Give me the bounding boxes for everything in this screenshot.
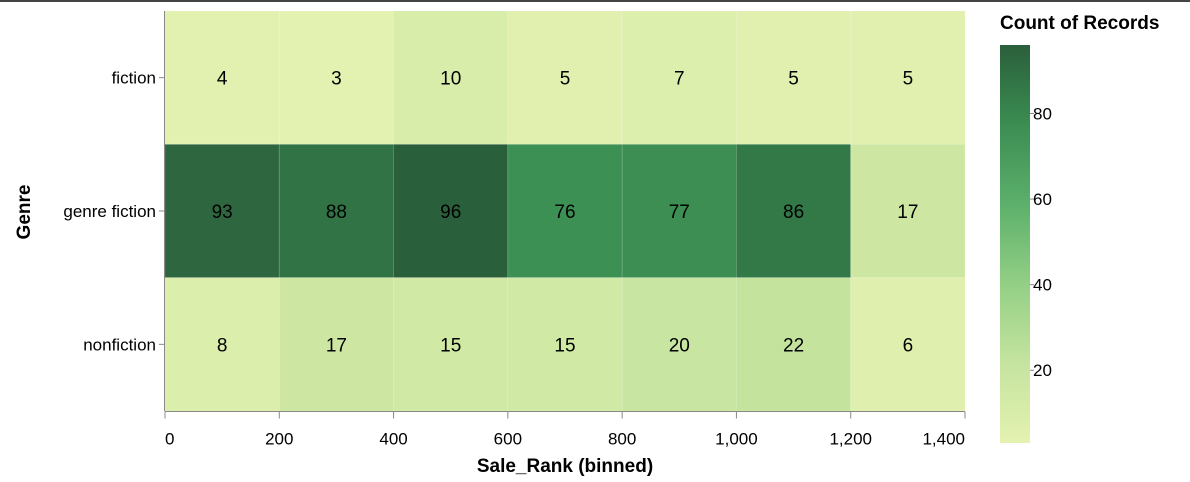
legend-tick-label: 80 (1033, 104, 1052, 123)
cell-value-label: 5 (560, 69, 571, 90)
heatmap-cell (850, 277, 966, 412)
cell-value-label: 4 (217, 69, 228, 90)
legend-title: Count of Records (1000, 13, 1159, 34)
heatmap-cell (850, 143, 966, 279)
y-tick-label: genre fiction (63, 202, 156, 221)
legend-ticks: 20 40 60 80 (1030, 104, 1052, 380)
y-tick-label: fiction (112, 69, 156, 88)
x-axis: 0 200 400 600 800 1,000 1,200 1,400 (164, 411, 966, 449)
heatmap-cell (164, 277, 280, 412)
y-tick-label: nonfiction (83, 335, 156, 354)
heatmap-cell (621, 143, 737, 279)
cell-value-label: 77 (669, 202, 690, 223)
legend-tick-label: 40 (1033, 276, 1052, 295)
cell-value-label: 5 (788, 69, 799, 90)
color-legend: Count of Records 20 40 60 80 (1000, 13, 1159, 443)
y-axis-title: Genre (14, 185, 35, 240)
heatmap-cell (278, 277, 395, 412)
heatmap-cell-labels: 4 3 10 5 7 5 5 93 88 96 76 77 86 17 8 17 15 15 20 22 6 (212, 69, 919, 357)
heatmap-cell (393, 143, 509, 279)
x-axis-title: Sale_Rank (binned) (477, 456, 653, 477)
heatmap-cell (278, 10, 395, 145)
heatmap-cell (164, 143, 280, 279)
y-axis: fiction genre fiction nonfiction (63, 11, 165, 411)
cell-value-label: 88 (326, 202, 347, 223)
cell-value-label: 6 (903, 335, 914, 356)
cell-value-label: 22 (783, 335, 804, 356)
cell-value-label: 86 (783, 202, 804, 223)
x-tick-label: 200 (265, 430, 293, 449)
heatmap-cell (507, 277, 623, 412)
legend-tick-label: 60 (1033, 190, 1052, 209)
cell-value-label: 5 (903, 69, 914, 90)
cell-value-label: 20 (669, 335, 690, 356)
x-tick-label: 400 (379, 430, 407, 449)
cell-value-label: 15 (440, 335, 461, 356)
x-tick-label: 1,200 (829, 430, 872, 449)
heatmap-cell (735, 277, 852, 412)
cell-value-label: 7 (674, 69, 685, 90)
heatmap-cell (278, 143, 395, 279)
cell-value-label: 93 (212, 202, 233, 223)
legend-gradient-bar (1000, 45, 1030, 443)
x-tick-label: 1,000 (715, 430, 758, 449)
cell-value-label: 17 (897, 202, 918, 223)
heatmap-cells (164, 10, 966, 412)
legend-tick-label: 20 (1033, 361, 1052, 380)
x-tick-label: 800 (608, 430, 636, 449)
heatmap-cell (507, 143, 623, 279)
x-tick-label: 1,400 (922, 430, 965, 449)
cell-value-label: 3 (331, 69, 342, 90)
heatmap-cell (393, 277, 509, 412)
cell-value-label: 10 (440, 69, 461, 90)
top-border (0, 0, 1190, 2)
heatmap-cell (164, 10, 280, 145)
cell-value-label: 8 (217, 335, 228, 356)
cell-value-label: 17 (326, 335, 347, 356)
cell-value-label: 15 (554, 335, 575, 356)
heatmap-cell (735, 143, 852, 279)
cell-value-label: 76 (554, 202, 575, 223)
cell-value-label: 96 (440, 202, 461, 223)
heatmap-cell (621, 277, 737, 412)
x-tick-label: 600 (494, 430, 522, 449)
x-tick-label: 0 (165, 430, 174, 449)
